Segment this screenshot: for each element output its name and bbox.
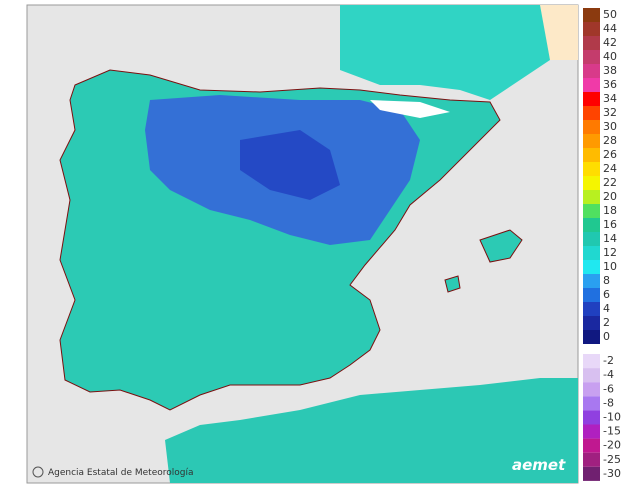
legend-label: -15: [603, 425, 621, 438]
legend-label: 24: [603, 162, 617, 175]
outside-area: [540, 5, 578, 60]
legend-label: 2: [603, 316, 610, 329]
legend-label: 40: [603, 50, 617, 63]
france: [340, 5, 550, 100]
legend-swatch: [583, 288, 600, 302]
legend-label: 10: [603, 260, 617, 273]
legend-label: -8: [603, 396, 614, 409]
legend-label: 38: [603, 64, 617, 77]
legend-label: 44: [603, 22, 617, 35]
legend-swatch: [583, 274, 600, 288]
legend-swatch: [583, 246, 600, 260]
legend-swatch: [583, 106, 600, 120]
credit-icon: [32, 466, 44, 478]
legend-swatch: [583, 120, 600, 134]
legend-label: 22: [603, 176, 617, 189]
legend-label: 20: [603, 190, 617, 203]
legend-swatch: [583, 8, 600, 22]
legend-swatch: [583, 316, 600, 330]
legend: 5044424038363432302826242220181614121086…: [583, 8, 621, 481]
africa: [165, 378, 578, 483]
legend-swatch: [583, 424, 600, 439]
legend-swatch: [583, 368, 600, 383]
legend-swatch: [583, 438, 600, 453]
legend-swatch: [583, 204, 600, 218]
legend-swatch: [583, 218, 600, 232]
legend-swatch: [583, 78, 600, 92]
legend-label: 6: [603, 288, 610, 301]
legend-swatch: [583, 176, 600, 190]
legend-swatch: [583, 36, 600, 50]
legend-label: 14: [603, 232, 617, 245]
legend-swatch: [583, 302, 600, 316]
legend-swatch: [583, 410, 600, 425]
legend-label: 12: [603, 246, 617, 259]
legend-swatch: [583, 382, 600, 397]
legend-label: 18: [603, 204, 617, 217]
legend-label: 30: [603, 120, 617, 133]
ibiza: [444, 275, 461, 293]
legend-label: -2: [603, 354, 614, 367]
legend-swatch: [583, 190, 600, 204]
colder-area: [240, 130, 340, 200]
legend-label: 26: [603, 148, 617, 161]
legend-label: 34: [603, 92, 617, 105]
legend-swatch: [583, 50, 600, 64]
logo: aemet: [512, 456, 566, 474]
legend-swatch: [583, 466, 600, 481]
legend-swatch: [583, 330, 600, 344]
legend-label: -6: [603, 382, 614, 395]
mallorca: [479, 229, 523, 263]
credit: Agencia Estatal de Meteorología: [48, 468, 194, 478]
legend-swatch: [583, 260, 600, 274]
legend-label: 8: [603, 274, 610, 287]
legend-label: 0: [603, 330, 610, 343]
legend-label: 42: [603, 36, 617, 49]
legend-label: -4: [603, 368, 614, 381]
legend-swatch: [583, 452, 600, 467]
legend-swatch: [583, 232, 600, 246]
legend-label: 36: [603, 78, 617, 91]
legend-label: 4: [603, 302, 610, 315]
legend-swatch: [583, 354, 600, 369]
snow-area: [370, 100, 450, 118]
legend-label: 32: [603, 106, 617, 119]
legend-swatch: [583, 162, 600, 176]
legend-label: 28: [603, 134, 617, 147]
legend-swatch: [583, 92, 600, 106]
legend-label: -30: [603, 467, 621, 480]
legend-swatch: [583, 148, 600, 162]
legend-swatch: [583, 22, 600, 36]
legend-label: -20: [603, 439, 621, 452]
legend-label: 16: [603, 218, 617, 231]
legend-label: -25: [603, 453, 621, 466]
legend-label: 50: [603, 8, 617, 21]
legend-label: -10: [603, 410, 621, 423]
legend-swatch: [583, 64, 600, 78]
legend-swatch: [583, 396, 600, 411]
legend-swatch: [583, 134, 600, 148]
